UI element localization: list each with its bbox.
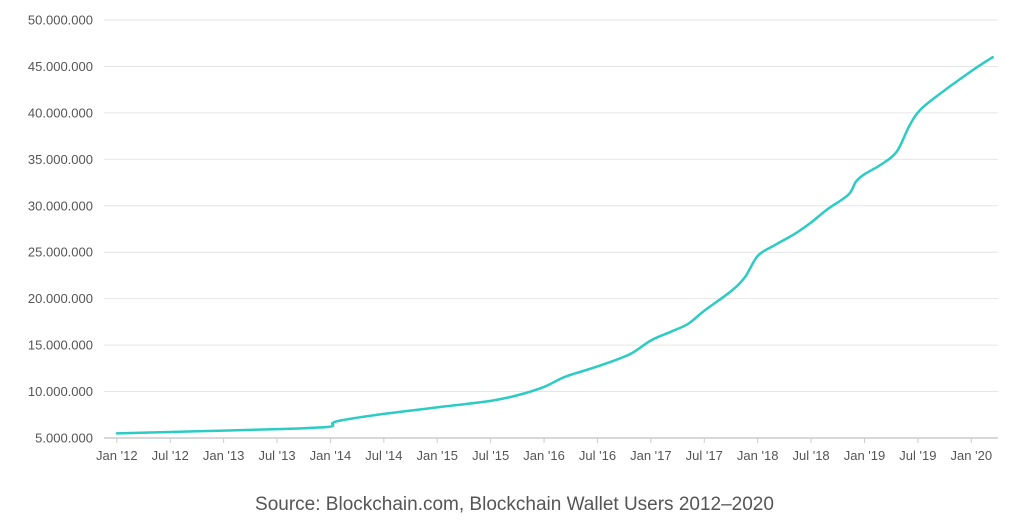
x-tick-label: Jul '18	[792, 448, 829, 463]
x-tick-label: Jan '14	[310, 448, 352, 463]
y-tick-label: 20.000.000	[28, 291, 93, 306]
x-tick-label: Jan '15	[416, 448, 458, 463]
x-tick-label: Jul '17	[686, 448, 723, 463]
line-chart: 5.000.000 10.000.000 15.000.000 20.000.000 2…	[28, 13, 998, 463]
x-tick-label: Jul '16	[579, 448, 616, 463]
source-caption: Source: Blockchain.com, Blockchain Walle…	[255, 494, 774, 515]
y-tick-label: 40.000.000	[28, 105, 93, 120]
x-tick-label: Jan '17	[630, 448, 672, 463]
y-tick-label: 35.000.000	[28, 152, 93, 167]
series-line	[115, 55, 994, 435]
grid-layer	[104, 19, 998, 439]
x-tick-label: Jul '13	[258, 448, 295, 463]
y-tick-label: 15.000.000	[28, 338, 93, 353]
y-tick-label: 25.000.000	[28, 245, 93, 260]
x-tick-label: Jan '13	[203, 448, 245, 463]
x-tick-label: Jul '14	[365, 448, 402, 463]
x-tick-label: Jan '20	[951, 448, 993, 463]
y-tick-label: 30.000.000	[28, 198, 93, 213]
x-tick-label: Jan '12	[96, 448, 138, 463]
y-tick-label: 45.000.000	[28, 59, 93, 74]
x-tick-label: Jul '12	[152, 448, 189, 463]
y-tick-label: 10.000.000	[28, 384, 93, 399]
y-tick-label: 5.000.000	[35, 431, 93, 446]
x-tick-label: Jul '15	[472, 448, 509, 463]
x-axis-ticks: Jan '12 Jul '12 Jan '13 Jul '13 Jan '14 Jul '…	[96, 438, 992, 463]
y-axis-ticks: 5.000.000 10.000.000 15.000.000 20.000.000 2…	[28, 13, 93, 446]
series-layer	[115, 55, 994, 435]
x-tick-label: Jan '16	[523, 448, 565, 463]
x-tick-label: Jan '19	[844, 448, 886, 463]
y-tick-label: 50.000.000	[28, 13, 93, 28]
x-tick-label: Jul '19	[899, 448, 936, 463]
x-tick-label: Jan '18	[737, 448, 779, 463]
